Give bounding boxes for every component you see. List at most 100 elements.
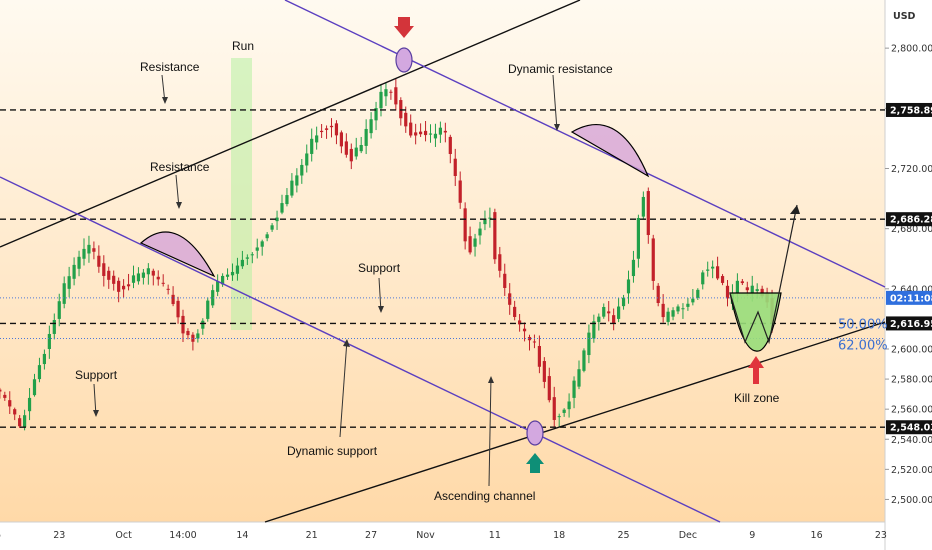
candle-body — [32, 379, 37, 396]
candle-body — [102, 263, 106, 276]
top-arc-highlight — [570, 123, 650, 178]
dynamic-support-line — [0, 176, 721, 523]
candle-body — [230, 271, 235, 276]
candle-body — [126, 284, 131, 287]
candle-body — [23, 415, 27, 428]
candle-body — [607, 311, 611, 314]
time-axis[interactable]: 16 23 Oct 14:00 14 21 27 Nov 11 18 25 Dec 9 16 23 — [0, 530, 887, 541]
resistance-mid-pointer-head — [176, 202, 182, 209]
time-tick-label: 14:00 — [169, 530, 196, 541]
candle-body — [547, 376, 551, 401]
candle-body — [438, 127, 442, 135]
candle-body — [334, 123, 339, 136]
time-tick-label: Nov — [416, 530, 435, 541]
label-dynamic-resistance: Dynamic resistance — [508, 62, 613, 76]
candle-body — [518, 320, 522, 325]
candle-body — [666, 311, 670, 322]
candle-body — [423, 130, 428, 136]
candle-body — [87, 244, 91, 254]
annotation-labels: Resistance Run Dynamic resistance Resist… — [75, 39, 780, 503]
candle-body — [508, 293, 512, 305]
candle-body — [176, 300, 180, 318]
time-tick-label: 21 — [306, 530, 318, 541]
time-tick-label: Oct — [115, 530, 132, 541]
candle-body — [755, 289, 759, 292]
candle-body — [572, 380, 576, 398]
price-tick-label: 2,800.000 — [891, 44, 932, 55]
candle-body — [265, 234, 269, 239]
price-axis[interactable]: USD 2,800.0002,760.0002,720.0002,680.000… — [885, 11, 932, 506]
candle-body — [285, 195, 289, 205]
candle-body — [582, 350, 586, 371]
label-run: Run — [232, 39, 254, 53]
ascending-channel-pointer-head — [488, 376, 494, 383]
candle-body — [13, 409, 17, 415]
candle-body — [67, 276, 71, 289]
candle-body — [399, 100, 403, 119]
candle-body — [131, 275, 136, 283]
candle-body — [404, 112, 408, 127]
candle-body — [389, 91, 393, 93]
candle-body — [18, 418, 22, 427]
candle-body — [181, 315, 185, 334]
resistance-top-pointer-head — [162, 97, 168, 104]
ascending-channel-pointer — [488, 376, 492, 487]
candle-body — [503, 273, 507, 288]
candle-body — [364, 128, 368, 146]
candle-body — [448, 136, 452, 155]
candle-body — [735, 280, 739, 293]
candle-body — [527, 336, 532, 341]
candle-body — [255, 247, 259, 251]
candle-body — [711, 266, 715, 269]
candle-body — [349, 148, 353, 162]
candle-body — [433, 133, 438, 139]
price-tag-box — [886, 316, 932, 331]
time-tick-label: 9 — [749, 530, 755, 541]
candle-body — [592, 321, 596, 339]
candle-body — [280, 203, 284, 213]
projected-path-arrowhead — [790, 205, 800, 214]
candle-body — [562, 409, 566, 413]
price-tag-box — [886, 102, 932, 117]
candle-body — [720, 276, 725, 283]
label-dynamic-support: Dynamic support — [287, 444, 378, 458]
candle-body — [3, 394, 7, 398]
candle-body — [651, 238, 655, 281]
currency-label: USD — [893, 11, 916, 22]
candle-body — [315, 135, 319, 143]
candle-body — [97, 255, 101, 267]
candle-body — [661, 303, 665, 318]
candle-body — [37, 365, 42, 380]
candle-body — [483, 218, 487, 225]
candle-body — [354, 147, 358, 157]
price-tag-box — [886, 212, 932, 227]
label-support-mid: Support — [358, 261, 401, 275]
candle-body — [112, 275, 116, 284]
levels-group — [0, 109, 885, 428]
candle-body — [473, 238, 477, 247]
time-tick-label: 14 — [236, 530, 248, 541]
candle-body — [379, 91, 383, 109]
candle-body — [320, 130, 324, 133]
candle-body — [166, 288, 170, 290]
projected-path — [729, 204, 798, 345]
candle-body — [656, 285, 660, 304]
upper-channel-line — [0, 0, 581, 248]
candle-body — [186, 330, 190, 336]
candle-body — [275, 217, 279, 222]
fib-level-label: 62.00% — [838, 338, 888, 353]
candle-body — [621, 297, 626, 307]
time-tick-label: Dec — [679, 530, 697, 541]
candles-group — [0, 78, 774, 431]
candle-body — [617, 306, 621, 319]
candle-body — [478, 228, 482, 236]
candle-body — [92, 248, 96, 252]
dynamic-support-pointer — [339, 339, 348, 438]
price-tick-label: 2,540.000 — [891, 435, 932, 446]
time-tick-label: 27 — [365, 530, 377, 541]
candle-body — [493, 212, 497, 260]
time-tick-label: 23 — [53, 530, 65, 541]
price-tag-value: 02:11:08 — [890, 293, 932, 304]
